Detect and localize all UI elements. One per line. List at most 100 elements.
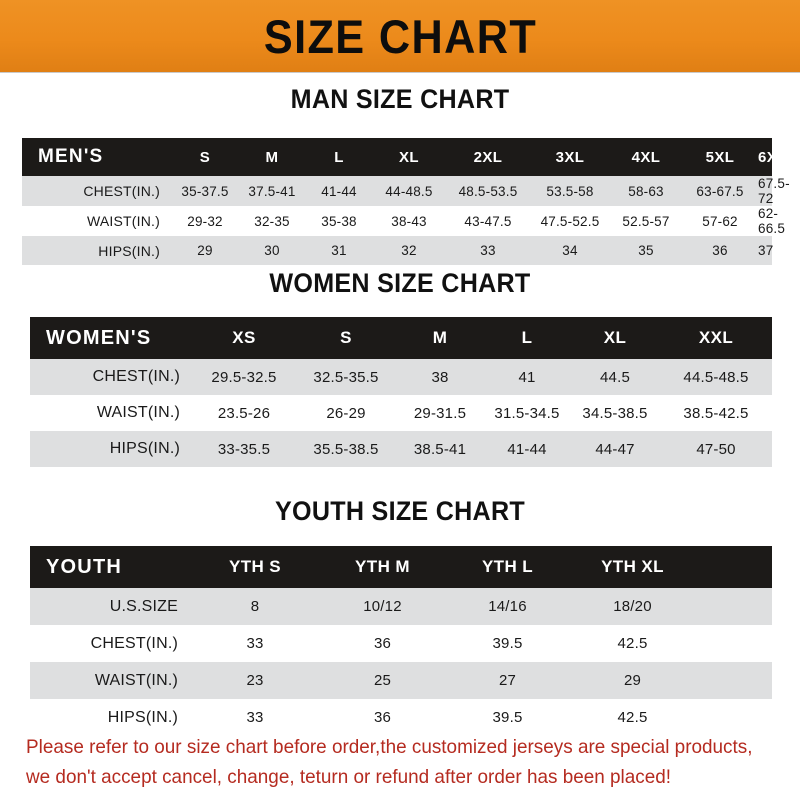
man-section-title: MAN SIZE CHART	[290, 84, 510, 114]
cell: 35.5-38.5	[313, 440, 379, 458]
cell: 34	[562, 243, 578, 258]
men-column-header: S	[199, 148, 211, 166]
banner-title: SIZE CHART	[263, 9, 537, 63]
cell: 44.5	[600, 368, 630, 386]
footer-line-2: we don't accept cancel, change, teturn o…	[26, 766, 672, 788]
youth-column-header: YTH M	[355, 557, 410, 576]
cell: 42.5	[617, 709, 648, 726]
row-label: WAIST(IN.)	[94, 671, 178, 689]
cell: 32	[401, 243, 417, 258]
men-corner-label: MEN'S	[38, 146, 104, 167]
cell: 38.5-41	[413, 440, 467, 458]
table-row: CHEST(IN.) 33 36 39.5 42.5	[30, 625, 772, 662]
youth-column-header: YTH L	[481, 557, 534, 576]
women-column-header: S	[340, 328, 352, 347]
cell: 31	[331, 243, 347, 258]
cell-filler	[695, 588, 772, 625]
cell: 26-29	[326, 404, 366, 422]
women-column-header: XL	[603, 328, 627, 347]
cell: 34.5-38.5	[582, 404, 648, 422]
table-row: HIPS(IN.) 29 30 31 32 33 34 35 36 37	[22, 236, 774, 265]
table-row: WAIST(IN.) 23.5-26 26-29 29-31.5 31.5-34…	[30, 395, 772, 431]
women-column-header: XXL	[698, 328, 734, 347]
cell: 37	[758, 243, 774, 258]
cell: 33	[246, 635, 264, 652]
youth-header-filler	[695, 546, 772, 588]
cell-filler	[695, 625, 772, 662]
cell: 35	[638, 243, 654, 258]
cell: 36	[373, 709, 392, 726]
men-size-table: MEN'S S M L XL 2XL 3XL 4XL 5XL 6XL CHEST…	[22, 138, 790, 265]
cell: 62-66.5	[758, 206, 786, 236]
cell: 43-47.5	[464, 213, 512, 229]
youth-corner-label: YOUTH	[46, 555, 122, 578]
cell: 41-44	[321, 183, 357, 199]
cell: 18/20	[613, 598, 652, 615]
cell: 47-50	[696, 440, 736, 458]
cell: 29-32	[187, 213, 223, 229]
cell: 53.5-58	[546, 183, 594, 199]
cell: 14/16	[488, 598, 527, 615]
cell: 41-44	[507, 440, 547, 458]
cell: 38.5-42.5	[683, 404, 749, 422]
row-label: HIPS(IN.)	[109, 440, 180, 457]
women-column-header: M	[432, 328, 448, 347]
men-column-header: 2XL	[473, 148, 503, 166]
cell: 48.5-53.5	[458, 183, 518, 199]
cell: 23.5-26	[217, 404, 271, 422]
cell: 33	[480, 243, 496, 258]
cell: 52.5-57	[622, 213, 670, 229]
women-column-header: XS	[232, 328, 256, 347]
cell: 37.5-41	[248, 183, 296, 199]
cell: 33-35.5	[217, 440, 271, 458]
women-table-header-row: WOMEN'S XS S M L XL XXL	[30, 317, 772, 359]
cell: 33	[246, 709, 264, 726]
cell: 31.5-34.5	[494, 404, 560, 422]
men-table-header-row: MEN'S S M L XL 2XL 3XL 4XL 5XL 6XL	[22, 138, 787, 176]
table-row: WAIST(IN.) 29-32 32-35 35-38 38-43 43-47…	[22, 206, 786, 236]
table-row: CHEST(IN.) 35-37.5 37.5-41 41-44 44-48.5…	[22, 176, 790, 206]
men-column-header: XL	[399, 148, 419, 166]
cell: 27	[498, 672, 517, 689]
table-row: HIPS(IN.) 33 36 39.5 42.5	[30, 699, 772, 736]
youth-section-title: YOUTH SIZE CHART	[275, 496, 525, 526]
cell: 44.5-48.5	[683, 368, 749, 386]
table-row: CHEST(IN.) 29.5-32.5 32.5-35.5 38 41 44.…	[30, 359, 772, 395]
cell: 39.5	[492, 635, 523, 652]
cell: 36	[712, 243, 728, 258]
table-row: U.S.SIZE 8 10/12 14/16 18/20	[30, 588, 772, 625]
footer-note: Please refer to our size chart before or…	[26, 732, 755, 792]
men-column-header: 5XL	[705, 148, 735, 166]
row-label: CHEST(IN.)	[83, 183, 160, 199]
row-label: HIPS(IN.)	[98, 242, 160, 259]
table-row: WAIST(IN.) 23 25 27 29	[30, 662, 772, 699]
cell-filler	[695, 699, 772, 736]
men-column-header: 6XL	[758, 148, 787, 166]
women-corner-label: WOMEN'S	[46, 326, 152, 349]
cell: 29-31.5	[413, 404, 467, 422]
cell: 38-43	[391, 213, 427, 229]
row-label: CHEST(IN.)	[90, 634, 178, 652]
cell: 32-35	[254, 213, 290, 229]
youth-column-header: YTH S	[228, 557, 282, 576]
cell: 58-63	[628, 183, 664, 199]
cell: 63-67.5	[696, 183, 744, 199]
cell-filler	[695, 662, 772, 699]
women-section-title: WOMEN SIZE CHART	[269, 268, 531, 298]
cell: 29	[197, 243, 213, 258]
cell: 29.5-32.5	[211, 368, 277, 386]
row-label: HIPS(IN.)	[107, 708, 178, 726]
cell: 44-48.5	[385, 183, 433, 199]
men-column-header: 4XL	[631, 148, 661, 166]
cell: 35-38	[321, 213, 357, 229]
cell: 42.5	[617, 635, 648, 652]
men-column-header: M	[265, 148, 279, 166]
cell: 25	[373, 672, 392, 689]
cell: 35-37.5	[181, 183, 229, 199]
youth-table-header-row: YOUTH YTH S YTH M YTH L YTH XL	[30, 546, 772, 588]
cell: 29	[623, 672, 642, 689]
cell: 8	[250, 598, 260, 615]
cell: 23	[246, 672, 264, 689]
youth-column-header: YTH XL	[601, 557, 664, 576]
